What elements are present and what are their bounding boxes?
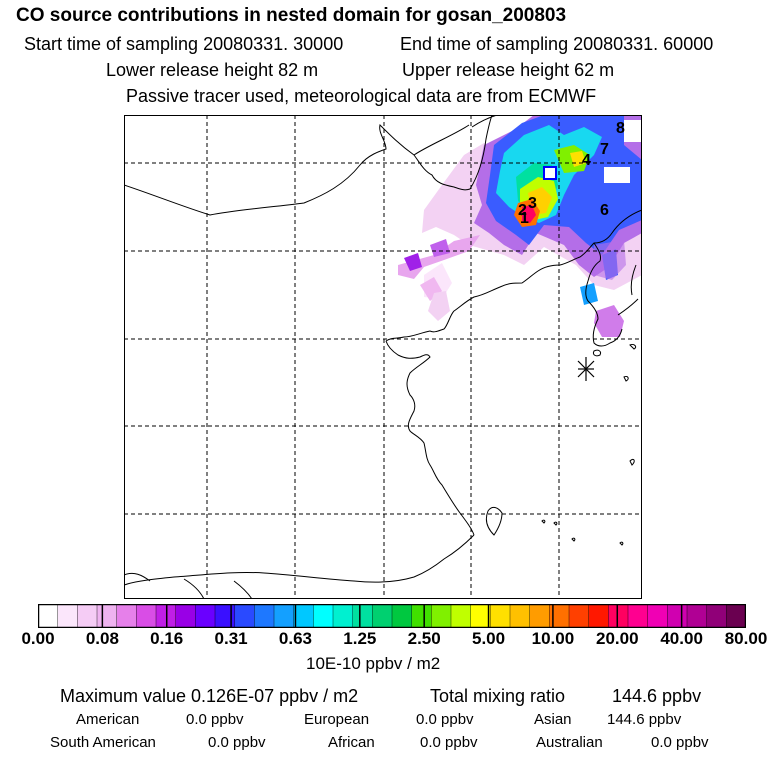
start-time-label: Start time of sampling 20080331. 30000 <box>24 34 344 54</box>
colorbar-tick-label: 0.16 <box>150 629 184 648</box>
map-frame <box>124 115 642 599</box>
colorbar-cell <box>254 604 275 628</box>
colorbar-cell <box>136 604 157 628</box>
korea-blob <box>580 283 598 305</box>
colorbar-tick-label: 0.08 <box>85 629 119 648</box>
colorbar-cell <box>352 604 374 628</box>
coastlines <box>124 115 642 599</box>
colorbar-cell <box>38 604 59 628</box>
colorbar-cell <box>450 604 472 628</box>
source-label-3: 3 <box>528 195 537 212</box>
colorbar-tick-label: 20.00 <box>595 629 639 648</box>
region-value-european: 0.0 ppbv <box>416 711 474 728</box>
colorbar-cell <box>588 604 610 628</box>
region-name-south-american: South American <box>50 734 156 751</box>
colorbar-cell <box>509 604 531 628</box>
upper-release-label: Upper release height 62 m <box>402 60 615 80</box>
colorbar-cell <box>411 604 433 628</box>
colorbar-cell <box>214 604 236 628</box>
colorbar-cell <box>686 604 708 628</box>
region-name-european: European <box>304 711 370 728</box>
end-time-label: End time of sampling 20080331. 60000 <box>400 34 714 54</box>
total-mixing-value: 144.6 ppbv <box>612 686 702 706</box>
map-panel: 1 2 3 4 6 7 8 <box>124 115 642 599</box>
colorbar-tick-label: 40.00 <box>660 629 703 648</box>
colorbar-cell <box>332 604 354 628</box>
total-mixing-label: Total mixing ratio <box>430 686 566 706</box>
colorbar-cell <box>195 604 216 628</box>
colorbar-cell <box>116 604 138 628</box>
colorbar-tick-label: 0.63 <box>278 629 312 648</box>
region-name-australian: Australian <box>536 734 603 751</box>
colorbar-tick-label: 80.00 <box>724 629 768 648</box>
colorbar-cell <box>608 604 629 628</box>
colorbar-cell <box>96 604 118 628</box>
colorbar-cell <box>57 604 79 628</box>
region-name-african: African <box>328 734 375 751</box>
colorbar-tick-label: 1.25 <box>343 629 377 648</box>
colorbar-cell <box>77 604 98 628</box>
colorbar-cell <box>313 604 334 628</box>
region-value-american: 0.0 ppbv <box>186 711 244 728</box>
map-title: CO source contributions in nested domain… <box>16 5 567 26</box>
colorbar-cell <box>726 604 746 628</box>
colorbar-cell <box>293 604 315 628</box>
region-name-american: American <box>76 711 140 728</box>
receptor-asterisk-icon <box>577 357 595 381</box>
colorbar <box>38 604 746 628</box>
colorbar-cell <box>627 604 649 628</box>
region-name-asian: Asian <box>534 711 572 728</box>
colorbar-tick-label: 0.31 <box>214 629 248 648</box>
colorbar-cell <box>529 604 551 628</box>
source-label-7: 7 <box>600 141 609 158</box>
colorbar-tick-label: 2.50 <box>407 629 441 648</box>
colorbar-cell <box>490 604 511 628</box>
colorbar-tick-label: 0.00 <box>21 629 55 648</box>
colorbar-cell <box>372 604 393 628</box>
lower-release-label: Lower release height 82 m <box>106 60 319 80</box>
source-label-2: 2 <box>518 202 527 219</box>
colorbar-cell <box>431 604 452 628</box>
colorbar-cell <box>667 604 688 628</box>
colorbar-tick-label: 5.00 <box>471 629 506 648</box>
source-label-1: 1 <box>520 210 529 227</box>
colorbar-cell <box>273 604 295 628</box>
source-label-8: 8 <box>616 120 625 137</box>
colorbar-tick-label: 10.00 <box>531 629 575 648</box>
colorbar-cell <box>647 604 669 628</box>
region-value-asian: 144.6 ppbv <box>607 711 682 728</box>
region-value-south-american: 0.0 ppbv <box>208 734 266 751</box>
max-value-label: Maximum value 0.126E-07 ppbv / m2 <box>60 686 359 706</box>
region-value-african: 0.0 ppbv <box>420 734 478 751</box>
graticule <box>124 115 642 599</box>
colorbar-cell <box>706 604 728 628</box>
colorbar-cell <box>568 604 590 628</box>
colorbar-cell <box>175 604 197 628</box>
source-label-4: 4 <box>582 152 591 169</box>
source-label-6: 6 <box>600 202 609 219</box>
region-value-australian: 0.0 ppbv <box>651 734 709 751</box>
colorbar-cell <box>391 604 413 628</box>
colorbar-unit: 10E-10 ppbv / m2 <box>306 654 441 673</box>
colorbar-cell <box>234 604 256 628</box>
